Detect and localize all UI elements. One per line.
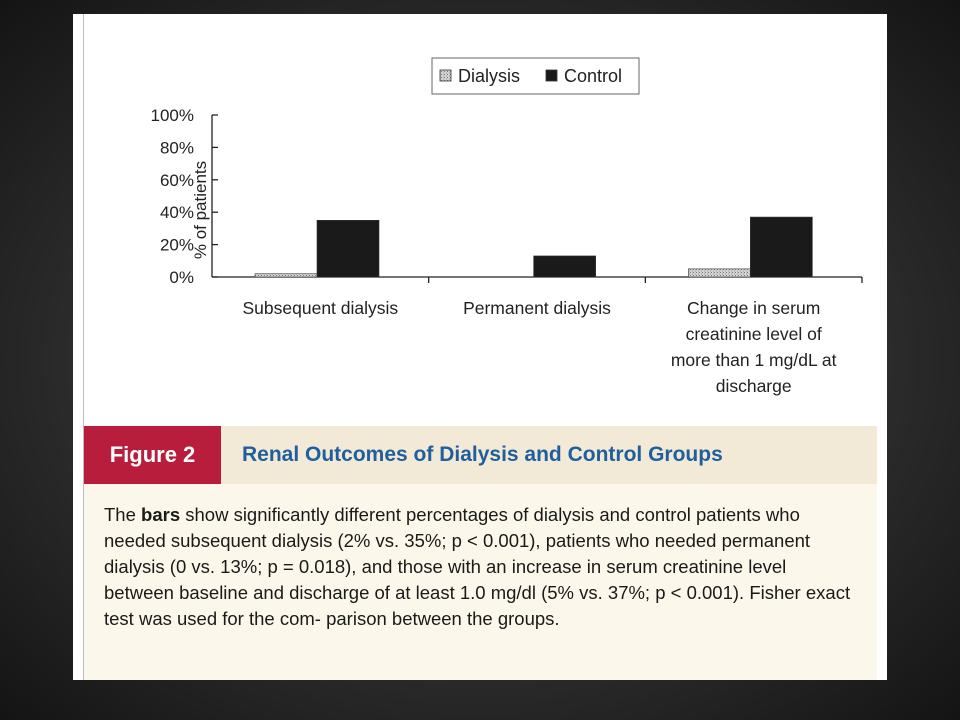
y-tick-label: 0% xyxy=(169,268,194,287)
x-tick-label: Subsequent dialysis xyxy=(243,298,399,318)
bars xyxy=(254,216,813,278)
x-tick-label: Change in serum creatinine level of more t… xyxy=(671,298,837,396)
x-tick-label: Permanent dialysis xyxy=(463,298,611,318)
bar-control-0 xyxy=(316,220,380,278)
figure-header: Figure 2 Renal Outcomes of Dialysis and … xyxy=(84,426,877,484)
y-axis: 0% 20% 40% 60% 80% 100% xyxy=(151,106,218,287)
legend-box xyxy=(431,57,640,95)
legend-swatch-dialysis xyxy=(439,69,452,82)
x-tick-labels: Subsequent dialysis Permanent dialysis Cha… xyxy=(243,298,837,396)
y-tick-label: 40% xyxy=(160,203,194,222)
bar-control-2 xyxy=(750,216,813,278)
caption-box: The bars show significantly different pe… xyxy=(84,484,877,680)
figure-caption: The bars show significantly different pe… xyxy=(104,502,854,632)
slide: Dialysis Control 0% 20% 40% 60% 80% 100% Subse… xyxy=(73,14,887,680)
legend-label-control: Control xyxy=(564,66,622,86)
chart-legend: Dialysis Control xyxy=(431,57,640,95)
bar-chart: Dialysis Control 0% 20% 40% 60% 80% 100% Subse… xyxy=(151,57,863,396)
y-tick-label: 100% xyxy=(151,106,194,125)
y-tick-label: 80% xyxy=(160,138,194,157)
bar-dialysis-0 xyxy=(254,273,318,278)
legend-label-dialysis: Dialysis xyxy=(458,66,520,86)
chart-area: Dialysis Control 0% 20% 40% 60% 80% 100% Subse… xyxy=(84,14,877,426)
caption-bold-term: bars xyxy=(141,504,181,525)
caption-body: show significantly different percentages… xyxy=(104,504,851,629)
y-tick-label: 20% xyxy=(160,236,194,255)
y-tick-label: 60% xyxy=(160,171,194,190)
legend-swatch-control xyxy=(545,69,558,82)
y-axis-label: % of patients xyxy=(191,161,210,259)
x-axis xyxy=(212,276,863,283)
bar-dialysis-2 xyxy=(688,268,751,278)
figure-label: Figure 2 xyxy=(84,426,221,484)
bar-control-1 xyxy=(533,255,596,278)
figure-panel: Dialysis Control 0% 20% 40% 60% 80% 100% Subse… xyxy=(83,14,877,680)
figure-title: Renal Outcomes of Dialysis and Control G… xyxy=(242,443,723,466)
caption-pre: The xyxy=(104,504,142,525)
